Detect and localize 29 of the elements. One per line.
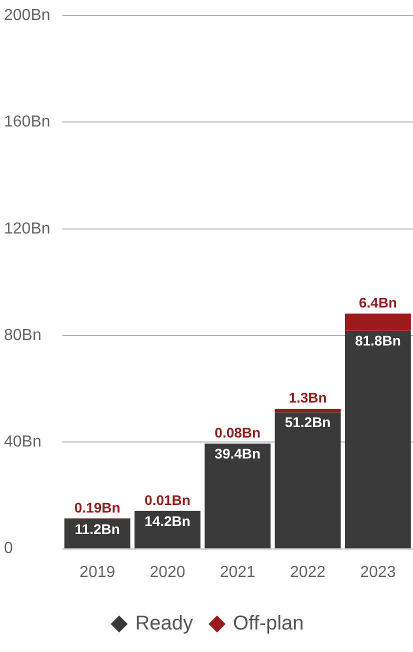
- bar: [344, 330, 411, 548]
- data-label: 11.2Bn: [74, 520, 120, 537]
- legend-label: Off-plan: [233, 612, 304, 635]
- bar: [274, 412, 341, 548]
- data-label: 6.4Bn: [358, 294, 397, 311]
- y-tick-label: 80Bn: [4, 326, 42, 344]
- data-label: 51.2Bn: [284, 414, 331, 430]
- x-tick-label: 2019: [80, 564, 116, 581]
- x-tick-label: 2022: [290, 564, 326, 581]
- bar: [274, 408, 341, 412]
- y-tick-label: 40Bn: [4, 434, 42, 451]
- x-tick-label: 2021: [220, 564, 256, 581]
- x-tick-label: 2020: [150, 564, 186, 581]
- y-tick-label: 160Bn: [4, 114, 50, 131]
- data-label: 0.19Bn: [74, 499, 120, 516]
- data-label: 39.4Bn: [214, 446, 261, 462]
- data-label: 1.3Bn: [288, 390, 327, 406]
- data-label: 0.01Bn: [144, 492, 190, 508]
- legend-label: Ready: [135, 612, 194, 635]
- data-label: 0.08Bn: [214, 424, 261, 440]
- data-label: 14.2Bn: [144, 512, 190, 529]
- x-tick-label: 2023: [360, 564, 396, 581]
- y-tick-label: 200Bn: [4, 7, 50, 24]
- data-label: 81.8Bn: [354, 332, 401, 349]
- y-tick-label: 120Bn: [4, 220, 50, 238]
- bar: [204, 444, 271, 548]
- bar: [134, 510, 200, 548]
- bar: [344, 314, 411, 331]
- y-tick-label: 0: [4, 540, 13, 558]
